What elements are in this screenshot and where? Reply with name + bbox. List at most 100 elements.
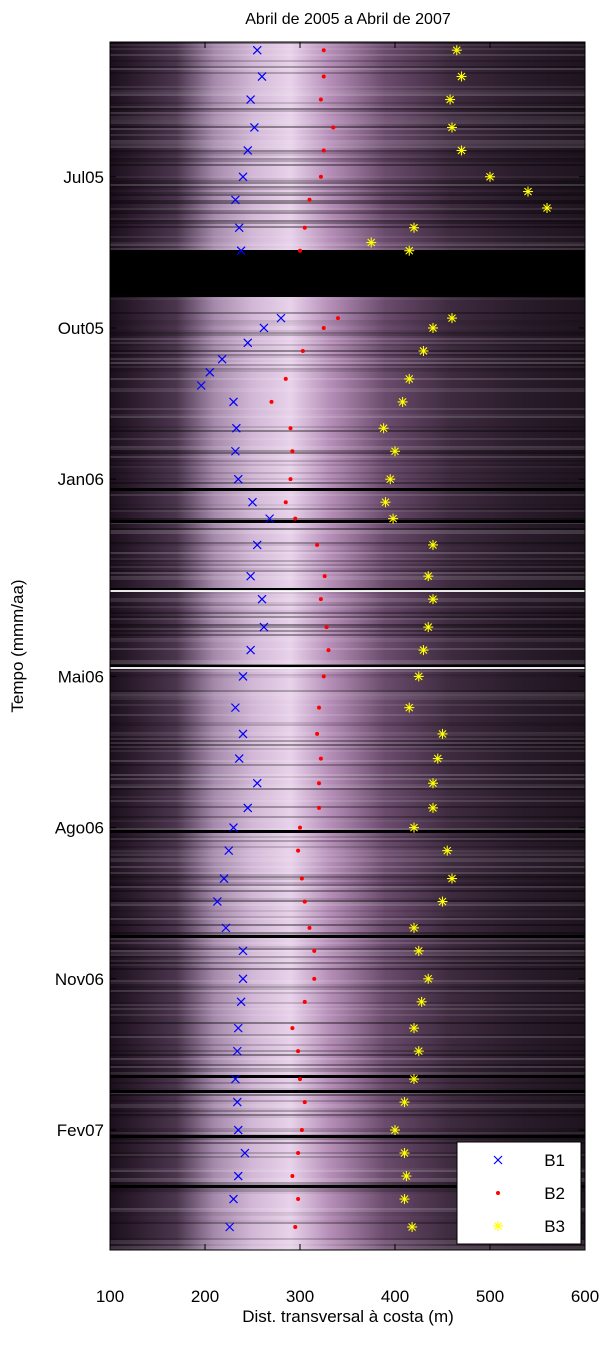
stack-stripe (110, 226, 585, 228)
stack-stripe (110, 786, 585, 788)
stack-stripe (110, 570, 585, 572)
marker-stroke (405, 703, 414, 712)
point-B2 (299, 876, 304, 881)
stack-stripe (110, 48, 585, 50)
stack-stripe (110, 120, 585, 122)
stack-stripe (110, 1082, 585, 1084)
stack-stripe (110, 1188, 585, 1190)
marker-stroke (265, 514, 275, 524)
gap-line (110, 520, 585, 523)
legend-label-B2: B2 (544, 1184, 565, 1203)
stack-stripe (110, 806, 585, 808)
stack-stripe (110, 72, 585, 74)
marker-stroke (238, 974, 248, 984)
stack-stripe (110, 176, 585, 178)
stack-stripe (110, 776, 585, 778)
x-tick-label: 200 (191, 1287, 219, 1306)
marker-stroke (219, 874, 229, 883)
marker-stroke (414, 946, 423, 955)
stack-stripe (110, 142, 585, 144)
point-B2 (290, 449, 295, 454)
marker-stroke (448, 314, 456, 323)
stack-stripe (110, 736, 585, 738)
stack-stripe (110, 886, 585, 888)
point-B3 (456, 145, 467, 156)
point-B3 (447, 122, 457, 133)
marker-stroke (232, 1046, 242, 1056)
stack-stripe (110, 542, 585, 544)
stack-stripe (110, 220, 585, 222)
stack-stripe (110, 624, 585, 626)
stack-stripe (110, 960, 585, 962)
point-B1 (248, 497, 257, 507)
stack-stripe (110, 952, 585, 954)
marker-stroke (386, 475, 395, 484)
point-B2 (321, 74, 326, 79)
point-B1 (233, 1171, 243, 1181)
point-B1 (232, 1046, 242, 1056)
marker-stroke (410, 923, 418, 932)
marker-stroke (230, 195, 240, 205)
stack-stripe (110, 738, 585, 740)
stack-stripe (110, 954, 585, 956)
point-B1 (205, 367, 215, 377)
marker-stroke (233, 1171, 243, 1181)
stack-stripe (110, 528, 585, 530)
legend: B1 B2 B3 (456, 1141, 582, 1245)
stack-stripe (110, 1212, 585, 1214)
marker-stroke (424, 974, 433, 983)
stack-stripe (110, 564, 585, 566)
stack-stripe (110, 866, 585, 868)
point-B1 (230, 195, 240, 205)
point-B3 (409, 222, 419, 233)
point-B1 (233, 1125, 243, 1135)
timestack-background (110, 42, 585, 1250)
marker-stroke (429, 324, 437, 332)
stack-stripe (110, 1002, 585, 1004)
stack-stripe (110, 578, 585, 580)
point-B1 (238, 946, 248, 956)
stack-stripe (110, 598, 585, 600)
stack-stripe (110, 800, 585, 802)
point-B3 (413, 1046, 424, 1057)
stack-stripe (110, 338, 585, 340)
plot-area (110, 42, 585, 1250)
stack-stripe (110, 764, 585, 766)
point-B1 (238, 172, 248, 182)
stack-stripe (110, 750, 585, 752)
stack-stripe (110, 616, 585, 618)
point-B3 (409, 1023, 419, 1034)
marker-stroke (419, 646, 428, 655)
stack-stripe (110, 356, 585, 358)
point-B2 (317, 705, 321, 710)
marker-stroke (229, 397, 238, 407)
point-B2 (296, 1049, 301, 1054)
point-B2 (290, 1026, 295, 1031)
stack-stripe (110, 1036, 585, 1038)
point-B2 (296, 1197, 301, 1202)
stack-stripe (110, 990, 585, 992)
point-B2 (300, 348, 305, 353)
marker-stroke (429, 595, 437, 604)
point-B1 (196, 381, 206, 390)
marker-stroke (257, 72, 267, 81)
stack-stripe (110, 1154, 585, 1156)
stack-stripe (110, 1004, 585, 1006)
stack-stripe (110, 430, 585, 432)
stack-stripe (110, 1088, 585, 1090)
stack-stripe (110, 910, 585, 912)
point-B2 (312, 976, 317, 981)
x-tick-label: 300 (286, 1287, 314, 1306)
point-B1 (224, 846, 234, 856)
point-B3 (428, 802, 438, 813)
bright-line (110, 667, 585, 669)
stack-stripe (110, 1104, 585, 1106)
stack-stripe (110, 1054, 585, 1056)
legend-items: B1 B2 B3 (493, 1151, 565, 1236)
marker-stroke (212, 897, 222, 906)
stack-stripe (110, 128, 585, 130)
point-B3 (485, 171, 495, 182)
stack-stripe (110, 618, 585, 620)
gap-line (110, 1090, 585, 1093)
